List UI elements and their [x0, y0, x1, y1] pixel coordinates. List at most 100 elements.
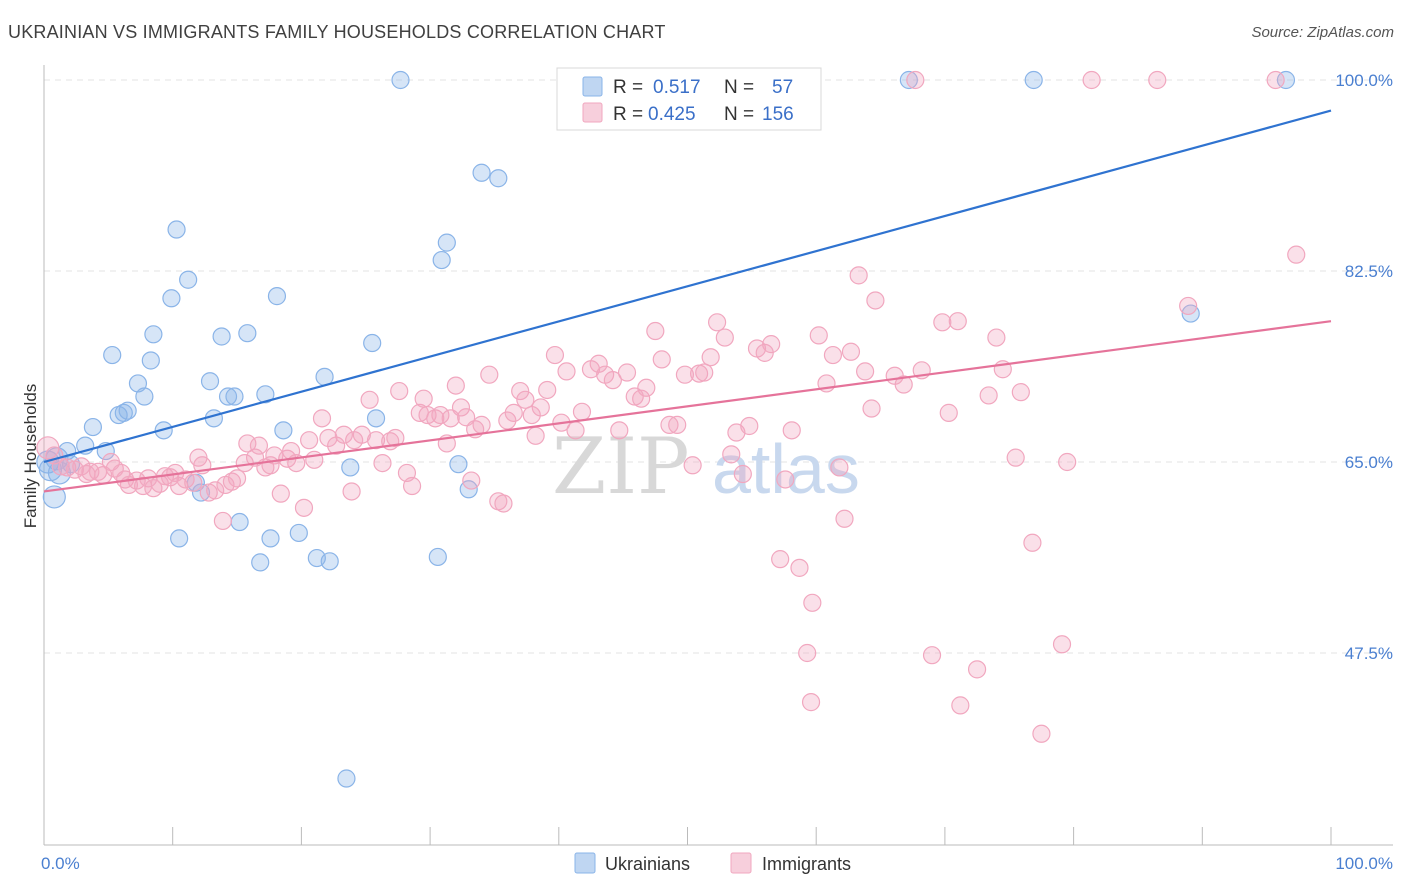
series-legend-label-immigrants: Immigrants: [762, 854, 851, 874]
data-point-immigrants: [504, 403, 523, 422]
data-point-ukrainians: [432, 250, 451, 270]
data-point-immigrants: [373, 453, 392, 473]
data-point-immigrants: [222, 472, 242, 491]
data-point-immigrants: [426, 409, 445, 428]
data-point-immigrants: [1148, 70, 1167, 90]
data-point-immigrants: [967, 660, 987, 679]
data-point-ukrainians: [238, 324, 257, 343]
data-point-ukrainians: [179, 270, 198, 289]
data-point-ukrainians: [472, 163, 491, 182]
data-point-ukrainians: [141, 351, 160, 370]
data-point-immigrants: [610, 421, 629, 440]
data-point-immigrants: [906, 70, 925, 90]
data-point-ukrainians: [128, 374, 148, 393]
data-point-immigrants: [660, 415, 679, 434]
data-point-immigrants: [695, 363, 714, 382]
data-point-immigrants: [1179, 296, 1198, 316]
y-tick-label: 65.0%: [1345, 453, 1393, 472]
data-point-immigrants: [451, 398, 471, 417]
data-point-immigrants: [462, 471, 481, 490]
series-legend-swatch-immigrants: [730, 852, 752, 874]
data-point-immigrants: [1023, 533, 1042, 552]
data-point-ukrainians: [83, 417, 103, 437]
data-point-immigrants: [617, 363, 637, 382]
data-point-immigrants: [733, 464, 752, 484]
data-point-immigrants: [1287, 245, 1306, 264]
data-point-immigrants: [933, 313, 952, 332]
data-point-immigrants: [849, 266, 868, 285]
data-point-ukrainians: [337, 769, 356, 788]
data-point-ukrainians: [320, 552, 339, 571]
legend-r-value-immigrants: 0.425: [648, 104, 696, 125]
data-point-ukrainians: [212, 327, 231, 346]
data-point-immigrants: [1052, 635, 1072, 654]
x-tick-label: 100.0%: [1335, 854, 1393, 873]
data-point-immigrants: [334, 425, 353, 444]
data-point-immigrants: [294, 498, 314, 517]
watermark: ZIP atlas: [552, 422, 860, 512]
data-point-immigrants: [342, 482, 361, 501]
data-point-immigrants: [722, 445, 741, 464]
data-point-ukrainians: [170, 529, 189, 548]
series-legend: Ukrainians Immigrants: [574, 852, 851, 874]
data-point-ukrainians: [230, 512, 249, 532]
data-point-immigrants: [249, 436, 269, 455]
data-point-ukrainians: [251, 553, 270, 572]
x-tick-label: 0.0%: [41, 854, 80, 873]
data-point-ukrainians: [191, 483, 211, 502]
data-point-immigrants: [300, 431, 319, 450]
data-point-immigrants: [856, 362, 875, 381]
data-point-ukrainians: [489, 169, 508, 188]
data-point-immigrants: [1032, 724, 1051, 743]
data-point-ukrainians: [267, 287, 287, 306]
trend-line-ukrainians: [43, 109, 1332, 464]
data-point-immigrants: [830, 458, 849, 477]
data-point-immigrants: [538, 380, 557, 400]
legend-r-label-2: R =: [613, 104, 643, 125]
legend-n-label-2: N =: [724, 104, 754, 125]
data-point-immigrants: [557, 362, 576, 381]
data-point-immigrants: [646, 321, 665, 341]
source-label: Source: ZipAtlas.com: [1251, 24, 1394, 41]
data-point-immigrants: [352, 425, 371, 444]
data-point-immigrants: [939, 403, 958, 422]
data-points: [36, 70, 1306, 788]
chart-title: UKRAINIAN VS IMMIGRANTS FAMILY HOUSEHOLD…: [8, 22, 666, 42]
axes: [43, 65, 1393, 846]
data-point-ukrainians: [437, 233, 456, 252]
data-point-immigrants: [526, 426, 545, 445]
data-point-immigrants: [446, 376, 465, 395]
y-tick-labels: 47.5% 65.0% 82.5% 100.0%: [1335, 71, 1393, 663]
data-point-immigrants: [1011, 383, 1030, 402]
data-point-immigrants: [511, 381, 530, 401]
y-tick-label: 47.5%: [1345, 644, 1393, 663]
data-point-ukrainians: [391, 70, 410, 90]
data-point-ukrainians: [363, 333, 382, 353]
data-point-ukrainians: [449, 455, 468, 474]
series-immigrants: [36, 70, 1306, 743]
data-point-ukrainians: [218, 387, 238, 406]
data-point-ukrainians: [200, 372, 220, 391]
data-point-immigrants: [319, 428, 338, 448]
data-point-immigrants: [170, 476, 189, 496]
data-point-immigrants: [866, 291, 885, 310]
data-point-immigrants: [516, 390, 535, 409]
data-point-immigrants: [271, 484, 290, 503]
data-point-immigrants: [668, 415, 687, 434]
data-point-immigrants: [809, 326, 828, 345]
data-point-immigrants: [498, 411, 517, 430]
data-point-ukrainians: [899, 70, 918, 90]
y-axis-label: Family Households: [21, 384, 40, 529]
legend-n-label-1: N =: [724, 77, 754, 98]
data-point-immigrants: [431, 405, 450, 425]
data-point-immigrants: [1058, 452, 1077, 472]
data-point-immigrants: [1082, 70, 1101, 90]
data-point-immigrants: [637, 378, 656, 397]
data-point-immigrants: [835, 509, 854, 528]
data-point-immigrants: [987, 328, 1006, 347]
y-tick-label: 82.5%: [1345, 262, 1393, 281]
data-point-immigrants: [951, 696, 970, 715]
data-point-ukrainians: [167, 220, 186, 239]
data-point-immigrants: [776, 470, 795, 489]
